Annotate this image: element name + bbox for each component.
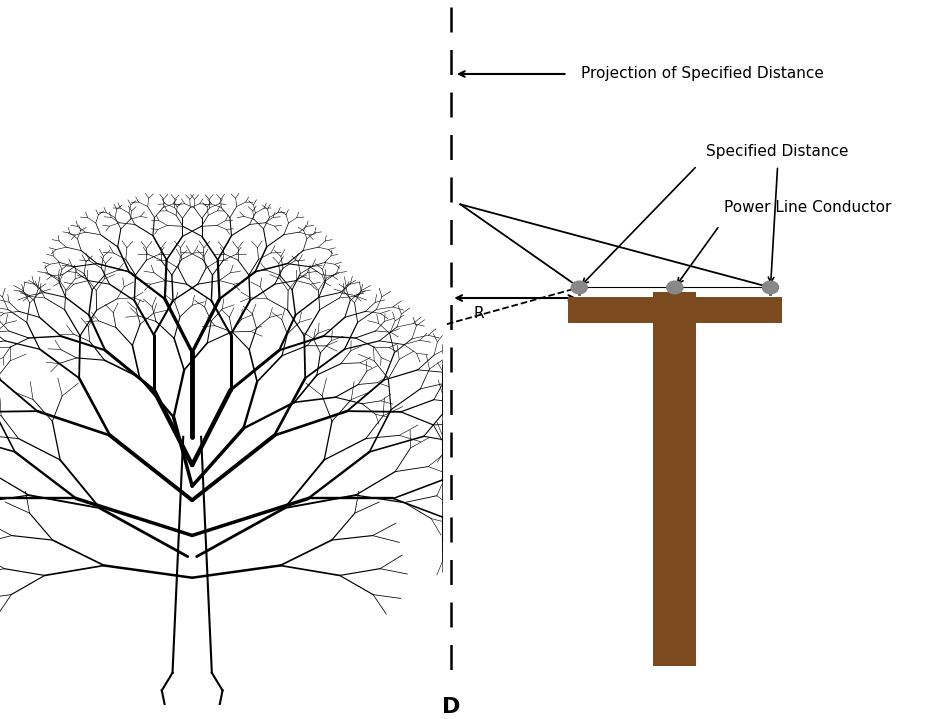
Circle shape bbox=[762, 281, 779, 294]
Text: Projection of Specified Distance: Projection of Specified Distance bbox=[581, 66, 824, 81]
Text: R: R bbox=[474, 306, 485, 321]
Text: D: D bbox=[442, 697, 461, 718]
Circle shape bbox=[571, 281, 587, 294]
Text: Power Line Conductor: Power Line Conductor bbox=[724, 201, 892, 215]
Text: Specified Distance: Specified Distance bbox=[706, 144, 848, 159]
Bar bbox=[568, 297, 783, 324]
Circle shape bbox=[667, 281, 683, 294]
Bar bbox=[653, 293, 697, 666]
